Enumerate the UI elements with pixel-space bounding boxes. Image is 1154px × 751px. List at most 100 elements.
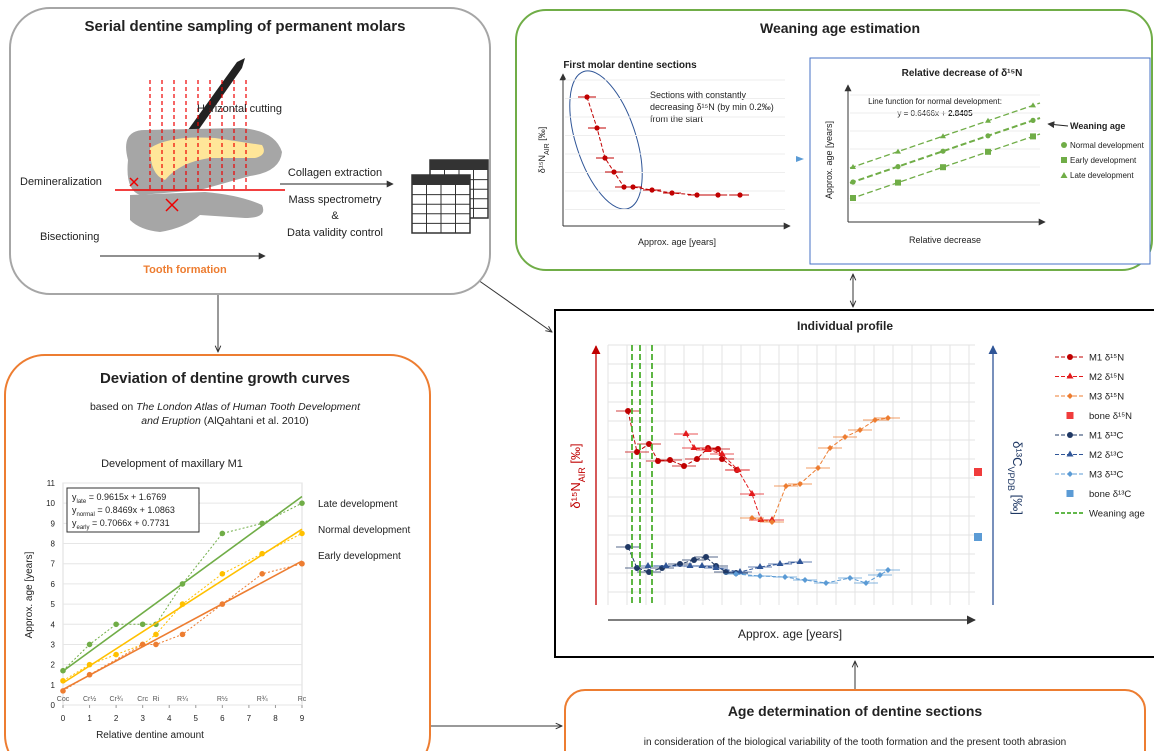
x-tick-label: 7 — [247, 714, 252, 723]
panel-title: Serial dentine sampling of permanent mol… — [85, 18, 406, 35]
weaning-panel: Weaning age estimation First molar denti… — [516, 10, 1152, 270]
y-tick-label: 8 — [51, 540, 56, 549]
point — [220, 571, 226, 577]
step: Mass spectrometry — [289, 194, 382, 206]
y-tick-label: 2 — [51, 661, 56, 670]
point — [87, 662, 93, 668]
schematic-point — [895, 164, 900, 169]
subchart-title: Relative decrease of δ¹⁵N — [902, 68, 1023, 79]
panel-title: Weaning age estimation — [760, 20, 920, 36]
label-sub: AIR — [577, 467, 587, 483]
equation-part: = 0.7066x + 0.7731 — [90, 518, 170, 528]
label: Weaning age — [1070, 121, 1125, 131]
y-tick-label: 0 — [51, 701, 56, 710]
point — [113, 652, 119, 658]
schematic-point — [594, 125, 599, 130]
source: based on The London Atlas of Human Tooth… — [90, 401, 361, 413]
schematic-point — [691, 557, 697, 563]
y-tick-label: 5 — [51, 600, 56, 609]
y-tick-label: 3 — [51, 640, 56, 649]
legend-label: M3 δ¹⁵N — [1089, 392, 1124, 403]
point — [140, 621, 146, 627]
source-part: and Eruption — [141, 415, 201, 427]
x-tick-label: 5 — [194, 714, 199, 723]
step: & — [331, 210, 339, 222]
point — [259, 551, 265, 557]
point — [113, 621, 119, 627]
schematic-point — [985, 149, 991, 155]
label: Horizontal cutting — [197, 103, 282, 115]
legend-label: Normal development — [1070, 141, 1145, 150]
axis-label: Approx. age [years] — [24, 551, 35, 638]
schematic-point — [694, 192, 699, 197]
legend-marker — [1061, 142, 1067, 148]
x-tick-label: 2 — [114, 714, 119, 723]
schematic-point — [649, 187, 654, 192]
schematic-point — [602, 155, 607, 160]
point — [220, 531, 226, 537]
point — [87, 642, 93, 648]
schematic-point — [625, 544, 631, 550]
panel-title: Age determination of dentine sections — [728, 703, 983, 719]
x-tick-label: 6 — [220, 714, 225, 723]
y-tick-label: 4 — [51, 620, 56, 629]
legend-label: Late development — [1070, 171, 1134, 180]
x-tick-label: 0 — [61, 714, 66, 723]
legend-marker — [1061, 157, 1067, 163]
y-tick-label: 7 — [51, 560, 56, 569]
point — [299, 561, 305, 567]
axis-label: Approx. age [years] — [824, 121, 834, 199]
schematic-point — [655, 458, 661, 464]
point — [153, 632, 159, 638]
panel-title: Individual profile — [797, 319, 893, 333]
label-part: δ¹³C — [1010, 441, 1025, 466]
label-part: [‰] — [568, 443, 583, 467]
stage-label: R½ — [217, 695, 228, 703]
schematic-point — [1030, 133, 1036, 139]
legend-label: Weaning age — [1089, 509, 1145, 520]
panel-text: in consideration of the biological varia… — [644, 737, 1067, 748]
schematic-point — [895, 180, 901, 186]
x-tick-label: 3 — [140, 714, 145, 723]
y-tick-label: 6 — [51, 580, 56, 589]
source: and Eruption (AlQahtani et al. 2010) — [141, 415, 309, 427]
legend-label: Early development — [318, 551, 401, 562]
step: Collagen extraction — [288, 167, 382, 179]
schematic-point — [681, 463, 687, 469]
schematic-point — [1067, 412, 1074, 419]
label: Demineralization — [20, 176, 102, 188]
schematic-point — [703, 554, 709, 560]
stage-label: Rc — [298, 696, 307, 703]
schematic-point — [719, 456, 725, 462]
stage-label: R¼ — [177, 696, 188, 703]
legend-label: M2 δ¹³C — [1089, 450, 1123, 461]
schematic-point — [850, 179, 855, 184]
source-part: based on — [90, 401, 136, 413]
point — [60, 688, 66, 694]
point — [180, 601, 186, 607]
y-tick-label: 11 — [47, 479, 56, 488]
label-sub: AIR — [544, 143, 551, 155]
subchart-title: First molar dentine sections — [563, 60, 697, 71]
stage-label: Ri — [153, 696, 160, 703]
legend-label: M1 δ¹⁵N — [1089, 353, 1124, 364]
legend-label: Normal development — [318, 525, 410, 536]
schematic-point — [1067, 432, 1073, 438]
schematic-point — [667, 457, 673, 463]
point — [299, 500, 305, 506]
point — [180, 581, 186, 587]
stage-label: R¾ — [257, 696, 268, 703]
schematic-point — [715, 446, 721, 452]
chart-title: Development of maxillary M1 — [101, 458, 243, 470]
label-part: [‰] — [1010, 491, 1025, 515]
schematic-point — [584, 94, 589, 99]
x-tick-label: 1 — [87, 714, 92, 723]
point — [259, 521, 265, 527]
schematic-point — [1067, 490, 1074, 497]
label-sub: VPDB — [1006, 466, 1016, 491]
note: from the start — [650, 114, 704, 124]
x-tick-label: 9 — [300, 714, 305, 723]
deviation-panel: Deviation of dentine growth curves based… — [5, 355, 430, 751]
page: { "sampling": { "title": "Serial dentine… — [0, 0, 1154, 751]
note: Line function for normal development: — [868, 97, 1002, 106]
